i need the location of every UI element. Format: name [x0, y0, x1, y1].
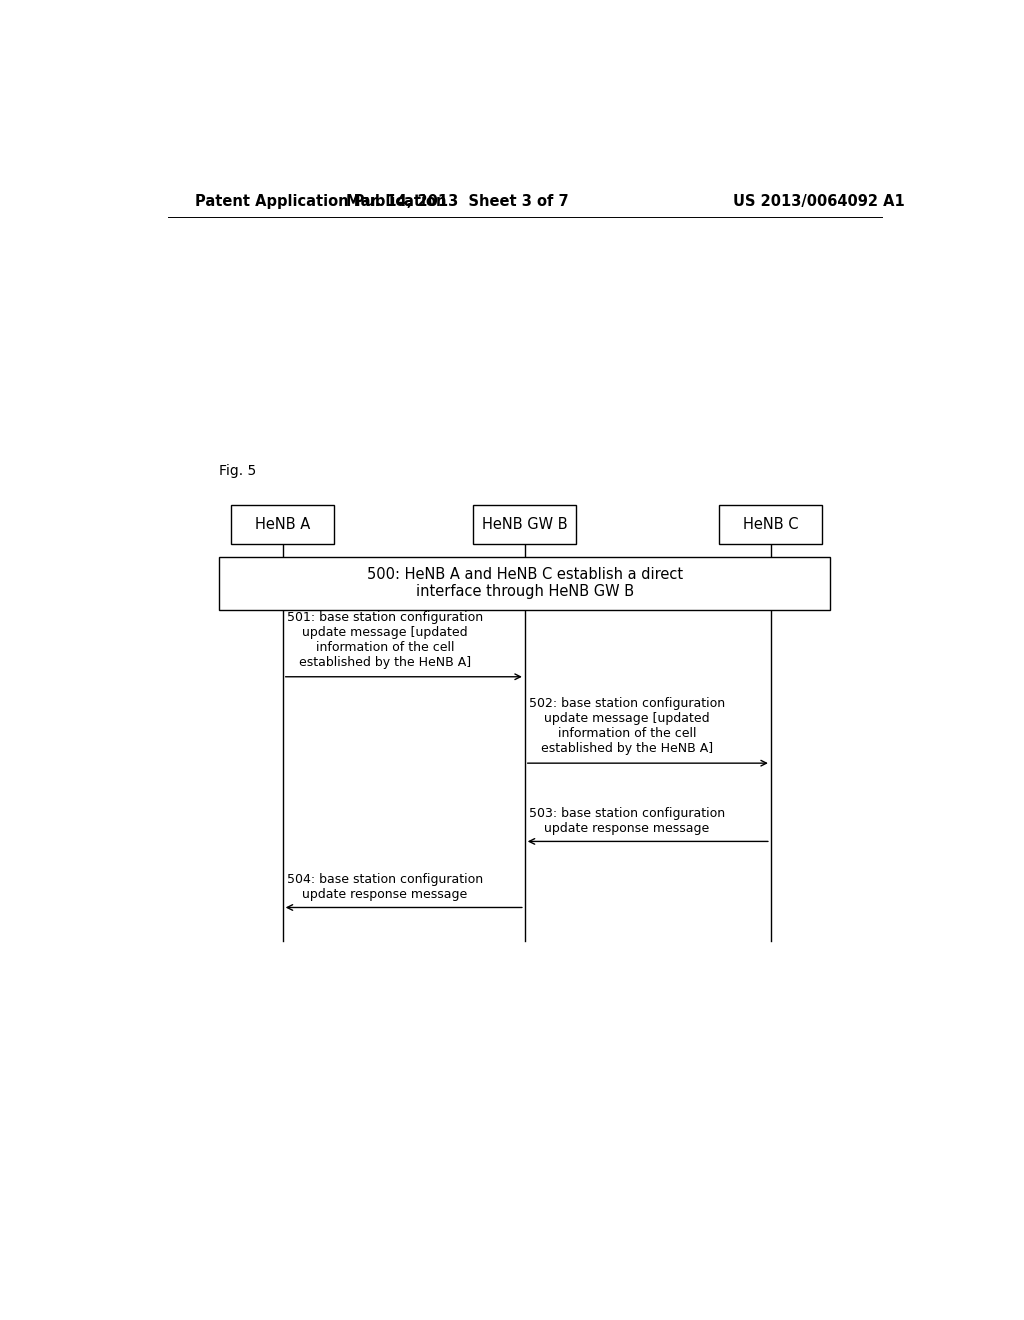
Text: HeNB C: HeNB C: [743, 517, 799, 532]
Text: US 2013/0064092 A1: US 2013/0064092 A1: [732, 194, 904, 209]
FancyBboxPatch shape: [473, 506, 577, 544]
Text: Mar. 14, 2013  Sheet 3 of 7: Mar. 14, 2013 Sheet 3 of 7: [346, 194, 568, 209]
Text: HeNB A: HeNB A: [255, 517, 310, 532]
Text: 504: base station configuration
update response message: 504: base station configuration update r…: [287, 874, 483, 902]
Text: 501: base station configuration
update message [updated
information of the cell
: 501: base station configuration update m…: [287, 611, 483, 669]
FancyBboxPatch shape: [219, 557, 830, 610]
Text: 503: base station configuration
update response message: 503: base station configuration update r…: [528, 808, 725, 836]
Text: HeNB GW B: HeNB GW B: [482, 517, 567, 532]
Text: 502: base station configuration
update message [updated
information of the cell
: 502: base station configuration update m…: [528, 697, 725, 755]
Text: Patent Application Publication: Patent Application Publication: [196, 194, 446, 209]
FancyBboxPatch shape: [719, 506, 822, 544]
FancyBboxPatch shape: [231, 506, 334, 544]
Text: Fig. 5: Fig. 5: [219, 465, 257, 478]
Text: 500: HeNB A and HeNB C establish a direct
interface through HeNB GW B: 500: HeNB A and HeNB C establish a direc…: [367, 568, 683, 599]
